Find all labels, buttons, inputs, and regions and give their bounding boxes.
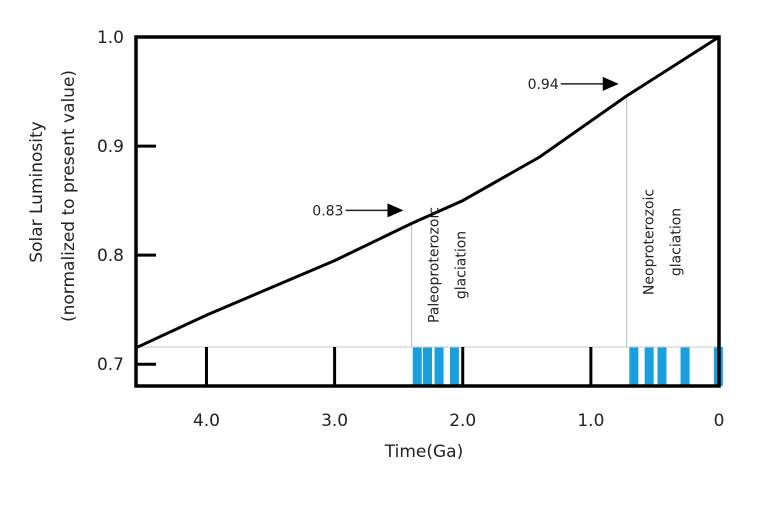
- glaciation-bar: [644, 347, 654, 386]
- y-axis-title: Solar Luminosity: [27, 121, 47, 262]
- annotation-arrow-head: [602, 76, 619, 91]
- x-tick-label: 3.0: [321, 411, 348, 431]
- glaciation-bar: [449, 347, 459, 386]
- luminosity-series-line: [135, 35, 720, 350]
- glaciation-label-line1: Paleoproterozoic: [426, 207, 442, 323]
- glaciation-bar: [629, 347, 639, 386]
- tick-labels: 4.0 3.0 2.0 1.0 0 0.7 0.8 0.9 1.0: [97, 28, 724, 431]
- annotation-label: 0.94: [528, 77, 559, 93]
- glaciation-label-line2: glaciation: [669, 208, 685, 276]
- glaciation-bar: [657, 347, 667, 386]
- axis-ticks: [136, 144, 593, 386]
- glaciation-label-line2: glaciation: [453, 231, 469, 299]
- value-annotations: 0.83 0.94: [312, 76, 619, 219]
- x-axis-title: Time(Ga): [384, 442, 463, 462]
- x-tick-label: 0: [714, 411, 725, 431]
- x-tick-label: 2.0: [449, 411, 476, 431]
- glaciation-marker-lines: [410, 95, 628, 347]
- glaciation-bar: [680, 347, 690, 386]
- glaciation-bar: [423, 347, 433, 386]
- annotation-label: 0.83: [312, 203, 343, 219]
- y-tick-label: 0.9: [97, 137, 124, 157]
- glaciation-bars: [412, 347, 723, 386]
- annotation-arrow-head: [387, 203, 404, 218]
- glaciation-bar: [412, 347, 422, 386]
- y-tick-label: 0.7: [97, 355, 124, 375]
- glaciation-bar: [434, 347, 444, 386]
- plot-frame: [134, 35, 721, 388]
- y-tick-label: 0.8: [97, 246, 124, 266]
- y-tick-label: 1.0: [97, 28, 124, 48]
- glaciation-labels: Paleoproterozoic glaciation Neoproterozoic…: [426, 189, 684, 323]
- y-axis-subtitle: (normalized to present value): [59, 70, 79, 322]
- x-tick-label: 1.0: [577, 411, 604, 431]
- glaciation-label-line1: Neoproterozoic: [642, 189, 658, 295]
- x-tick-label: 4.0: [193, 411, 220, 431]
